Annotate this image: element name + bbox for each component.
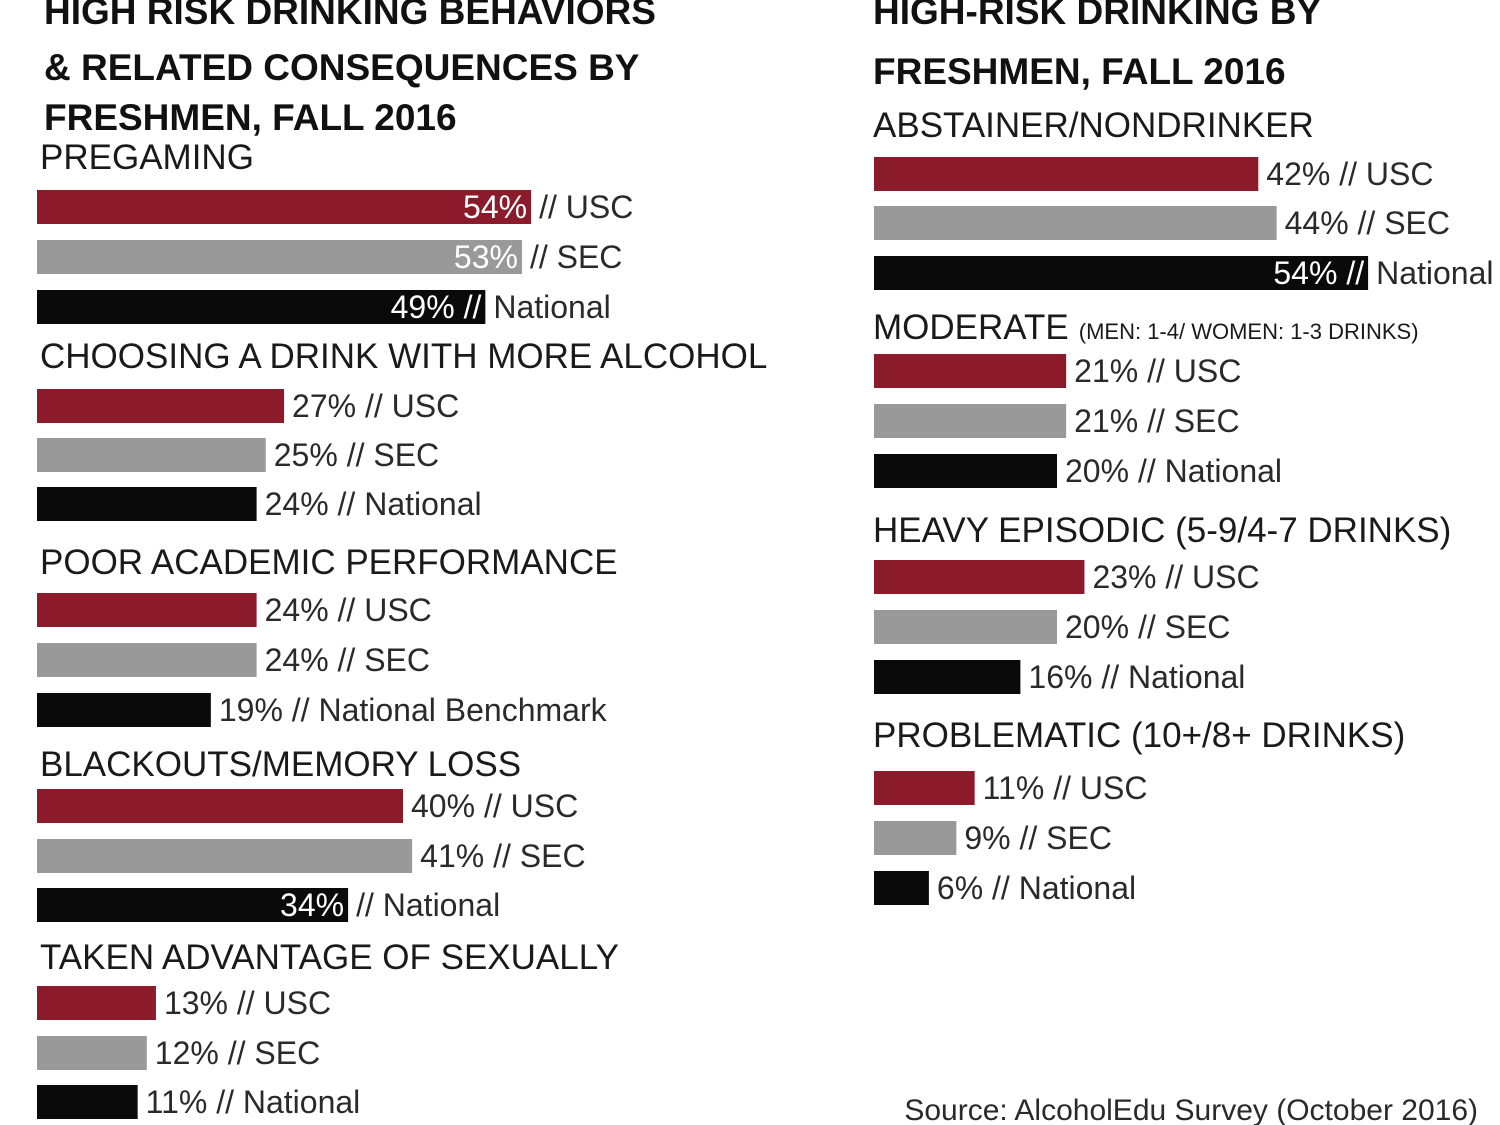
bar-value-label: 24% // National [265, 486, 482, 522]
bar-value-label: 54% // [1273, 255, 1364, 291]
bar-value-label: 54% [463, 189, 527, 225]
bar-usc-pregaming [37, 190, 532, 224]
category-label-taken-advantage-of-sexually: TAKEN ADVANTAGE OF SEXUALLY [40, 938, 619, 977]
category-label-heavy-episodic-5-9-4-7-drinks: HEAVY EPISODIC (5-9/4-7 DRINKS) [873, 511, 1451, 550]
left-chart-panel: HIGH RISK DRINKING BEHAVIORS & RELATED CO… [37, 0, 767, 1120]
bar-value-label: 44% // SEC [1285, 205, 1450, 241]
bar-value-label: 49% // [391, 289, 482, 325]
bar-sec-pregaming [37, 240, 522, 274]
category-note: (MEN: 1-4/ WOMEN: 1-3 DRINKS) [1079, 319, 1419, 344]
bar-value-label: 24% // SEC [265, 642, 430, 678]
category-label-choosing-a-drink-with-more-alcohol: CHOOSING A DRINK WITH MORE ALCOHOL [40, 337, 767, 376]
bar-value-label: 9% // SEC [964, 820, 1112, 856]
bar-value-label: 20% // SEC [1065, 609, 1230, 645]
bar-value-label: 41% // SEC [420, 838, 585, 874]
bar-national-abstainer-nondrinker [874, 256, 1369, 290]
bar-value-label: 19% // National Benchmark [219, 692, 608, 728]
bar-national-moderate [874, 454, 1057, 488]
bar-value-label: 21% // SEC [1074, 403, 1239, 439]
bar-national-choosing-a-drink-with-more-alcohol [37, 487, 257, 521]
bar-usc-problematic-10-8-drinks [874, 771, 975, 805]
bar-series-label: // National [356, 887, 500, 923]
bar-series-label: // SEC [530, 239, 622, 275]
bar-usc-choosing-a-drink-with-more-alcohol [37, 389, 285, 423]
bar-national-problematic-10-8-drinks [874, 871, 929, 905]
bar-value-label: 27% // USC [292, 388, 459, 424]
category-label-abstainer-nondrinker: ABSTAINER/NONDRINKER [873, 106, 1314, 145]
bar-value-label: 42% // USC [1266, 156, 1433, 192]
bar-usc-abstainer-nondrinker [874, 157, 1259, 191]
category-label-problematic-10-8-drinks: PROBLEMATIC (10+/8+ DRINKS) [873, 716, 1405, 755]
bar-value-label: 23% // USC [1092, 559, 1259, 595]
bar-national-taken-advantage-of-sexually [37, 1085, 138, 1119]
chart-title-line: FRESHMEN, FALL 2016 [44, 97, 457, 138]
bar-value-label: 25% // SEC [274, 437, 439, 473]
bar-value-label: 34% [280, 887, 344, 923]
bar-value-label: 6% // National [937, 870, 1136, 906]
category-label-blackouts-memory-loss: BLACKOUTS/MEMORY LOSS [40, 745, 521, 784]
bar-national-blackouts-memory-loss [37, 888, 349, 922]
right-chart-panel: HIGH-RISK DRINKING BY FRESHMEN, FALL 2016… [873, 0, 1494, 906]
category-label-pregaming: PREGAMING [40, 138, 254, 177]
bar-usc-heavy-episodic-5-9-4-7-drinks [874, 560, 1085, 594]
bar-national-heavy-episodic-5-9-4-7-drinks [874, 660, 1021, 694]
bar-sec-heavy-episodic-5-9-4-7-drinks [874, 610, 1057, 644]
bar-value-label: 40% // USC [411, 788, 578, 824]
bar-value-label: 21% // USC [1074, 353, 1241, 389]
source-note: Source: AlcoholEdu Survey (October 2016) [904, 1094, 1478, 1125]
category-label-moderate: MODERATE (MEN: 1-4/ WOMEN: 1-3 DRINKS) [873, 308, 1419, 347]
chart-title-line: HIGH-RISK DRINKING BY [873, 0, 1321, 32]
bar-usc-taken-advantage-of-sexually [37, 986, 156, 1020]
chart-title-line: & RELATED CONSEQUENCES BY [44, 47, 640, 88]
bar-value-label: 20% // National [1065, 453, 1282, 489]
category-label-poor-academic-performance: POOR ACADEMIC PERFORMANCE [40, 543, 618, 582]
bar-series-label: // USC [539, 189, 633, 225]
bar-national-pregaming [37, 290, 486, 324]
bar-series-label: National [1376, 255, 1493, 291]
bar-usc-blackouts-memory-loss [37, 789, 403, 823]
bar-sec-moderate [874, 404, 1067, 438]
bar-value-label: 13% // USC [164, 985, 331, 1021]
bar-national-poor-academic-performance [37, 693, 211, 727]
bar-sec-problematic-10-8-drinks [874, 821, 957, 855]
bar-value-label: 11% // USC [983, 770, 1148, 806]
bar-value-label: 24% // USC [265, 592, 432, 628]
bar-series-label: National [493, 289, 610, 325]
bar-usc-poor-academic-performance [37, 593, 257, 627]
bar-sec-taken-advantage-of-sexually [37, 1036, 147, 1070]
bar-sec-poor-academic-performance [37, 643, 257, 677]
bar-value-label: 16% // National [1028, 659, 1245, 695]
chart-title-line: HIGH RISK DRINKING BEHAVIORS [44, 0, 656, 32]
bar-value-label: 12% // SEC [155, 1035, 320, 1071]
bar-sec-abstainer-nondrinker [874, 206, 1277, 240]
bar-sec-choosing-a-drink-with-more-alcohol [37, 438, 266, 472]
bar-value-label: 11% // National [146, 1084, 361, 1120]
bar-sec-blackouts-memory-loss [37, 839, 413, 873]
chart-title-line: FRESHMEN, FALL 2016 [873, 51, 1286, 92]
bar-usc-moderate [874, 354, 1067, 388]
bar-value-label: 53% [454, 239, 518, 275]
